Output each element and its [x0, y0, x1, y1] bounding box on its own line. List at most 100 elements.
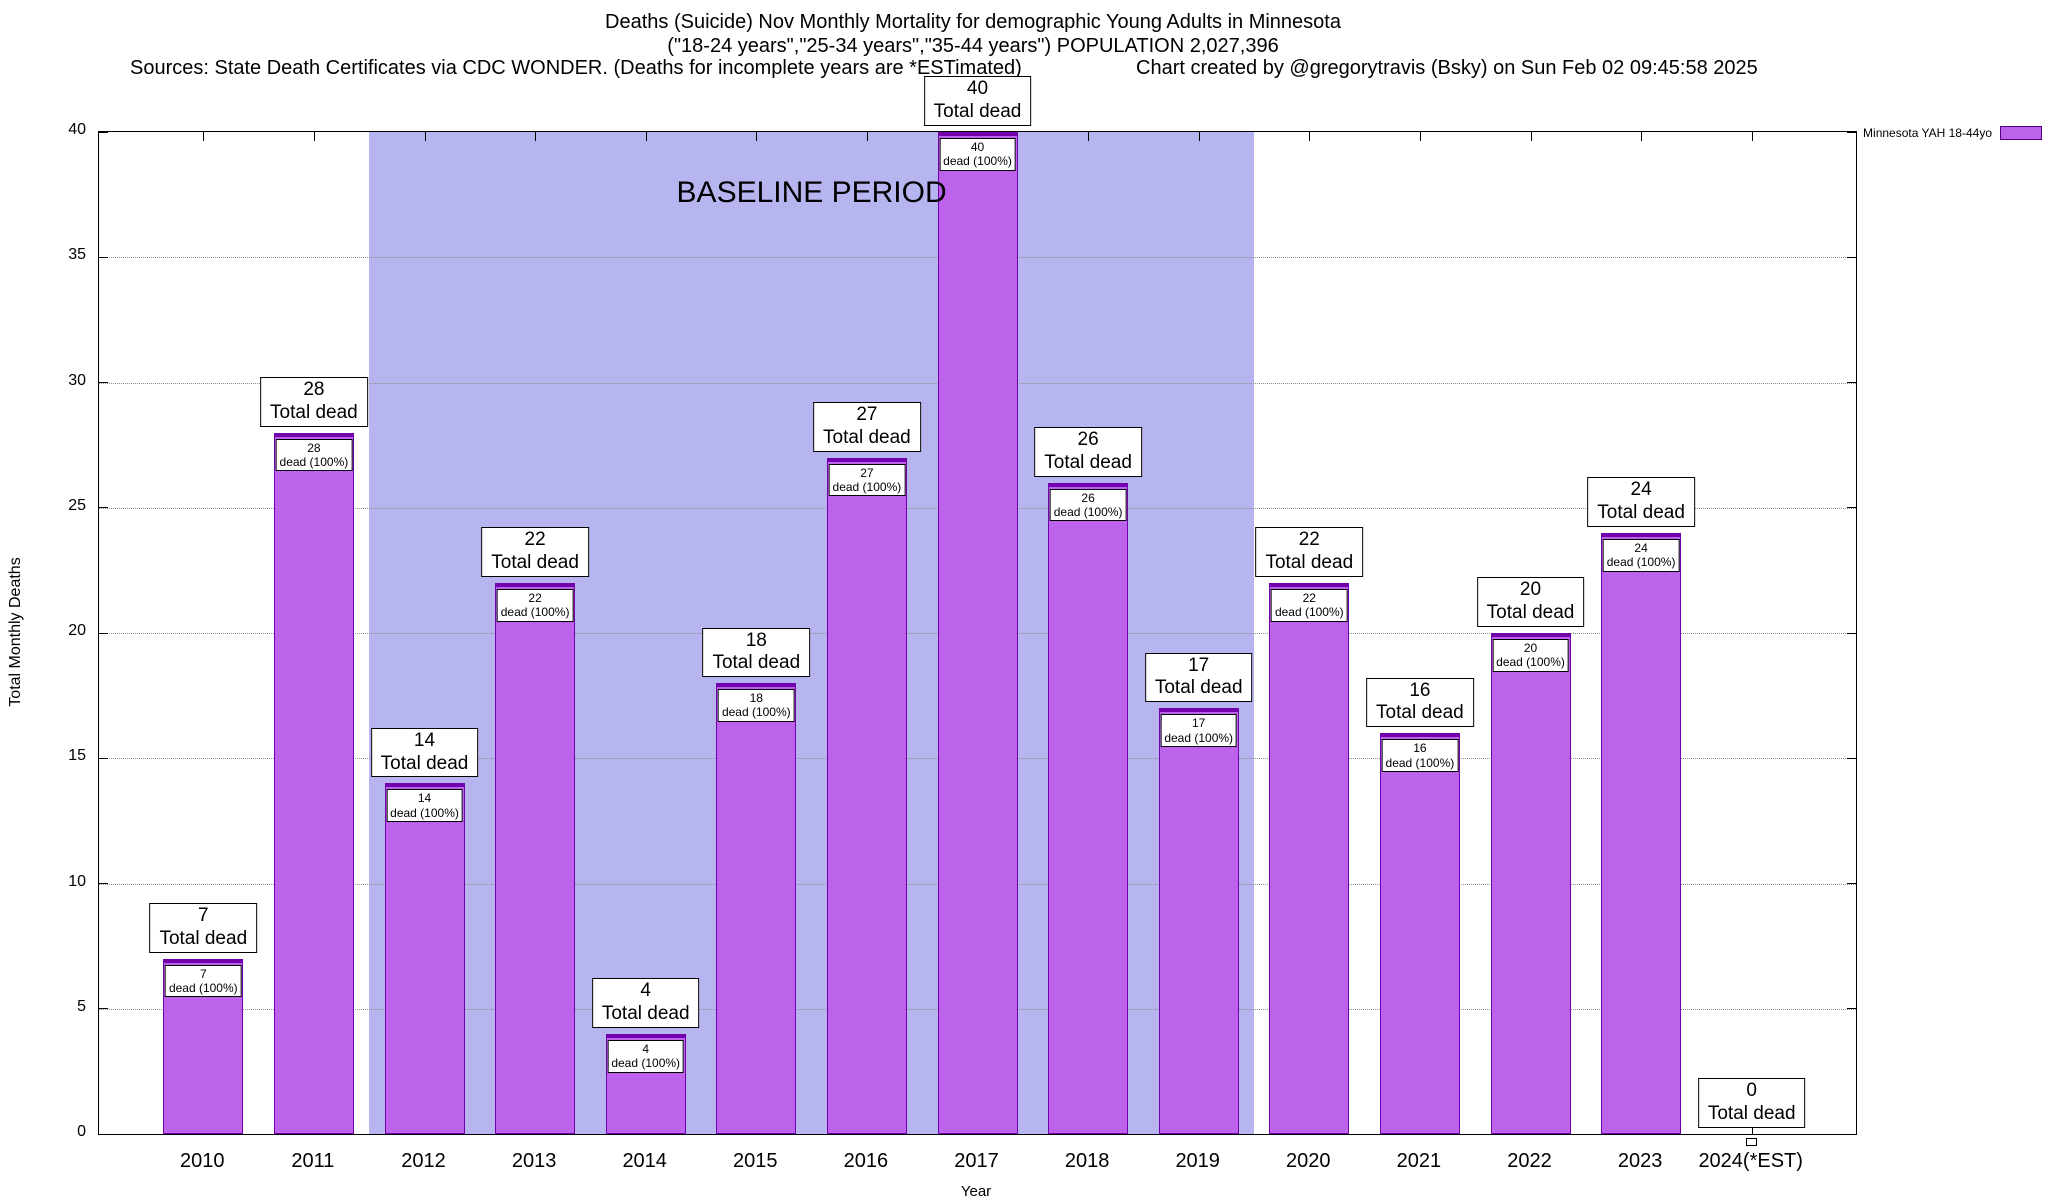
- x-tick-top: [645, 132, 647, 141]
- x-tick-label: 2016: [843, 1150, 889, 1172]
- y-axis-title: Total Monthly Deaths: [7, 557, 24, 707]
- bar-pct-label: 40 dead (100%): [939, 138, 1016, 171]
- bar-total-text: Total dead: [1376, 702, 1464, 724]
- y-tick-label: 10: [68, 872, 86, 890]
- bar-pct-text: dead (100%): [1385, 755, 1455, 770]
- bar-total-label: 0 Total dead: [1697, 1078, 1806, 1128]
- bar-total-label: 22 Total dead: [1255, 527, 1364, 577]
- y-tick-right: [1847, 507, 1856, 509]
- credit-note: Chart created by @gregorytravis (Bsky) o…: [1136, 57, 1758, 79]
- bar-pct-text: dead (100%): [390, 805, 459, 820]
- bar-total-text: Total dead: [712, 652, 801, 674]
- bar-pct-text: dead (100%): [1053, 505, 1123, 520]
- bar-pct-text: dead (100%): [611, 1056, 681, 1071]
- bar-pct-value: 27: [860, 465, 874, 480]
- x-tick-label: 2023: [1617, 1150, 1663, 1172]
- x-tick-label: 2012: [401, 1150, 446, 1172]
- x-tick-bottom: [1751, 1125, 1753, 1134]
- bar-total-value: 16: [1409, 679, 1431, 701]
- y-tick-left: [99, 1008, 108, 1010]
- bar-total-text: Total dead: [159, 927, 248, 949]
- bar-pct-label: 4 dead (100%): [607, 1039, 685, 1073]
- y-tick-right: [1847, 883, 1856, 884]
- bar-total-text: Total dead: [1707, 1103, 1796, 1125]
- bar-total-label: 18 Total dead: [702, 627, 811, 678]
- x-axis-title: Year: [960, 1183, 992, 1200]
- bar-total-label: 28 Total dead: [260, 377, 368, 427]
- legend-label: Minnesota YAH 18-44yo: [1863, 126, 1992, 140]
- bar-pct-label: 22 dead (100%): [496, 588, 574, 622]
- bar-pct-text: dead (100%): [1496, 655, 1565, 670]
- y-tick-right: [1847, 382, 1856, 383]
- bar-pct-label: 18 dead (100%): [717, 689, 795, 722]
- y-tick-left: [99, 883, 108, 884]
- x-tick-label: 2021: [1396, 1150, 1442, 1172]
- bar-total-text: Total dead: [1597, 502, 1685, 524]
- y-tick-left: [99, 632, 108, 634]
- y-tick-right: [1847, 1008, 1856, 1010]
- sources-note: Sources: State Death Certificates via CD…: [130, 57, 1022, 79]
- bar-total-label: 17 Total dead: [1144, 652, 1253, 703]
- bar: [1490, 633, 1571, 1134]
- bar-pct-text: dead (100%): [1164, 730, 1234, 745]
- bar-total-label: 40 Total dead: [923, 76, 1032, 126]
- bar-pct-label: 16 dead (100%): [1381, 739, 1459, 772]
- bar-pct-value: 40: [970, 140, 985, 154]
- bar-total-text: Total dead: [491, 552, 579, 574]
- y-tick-right: [1847, 1133, 1856, 1135]
- bar-pct-text: dead (100%): [832, 480, 902, 495]
- bar-total-text: Total dead: [601, 1003, 690, 1025]
- bar-total-value: 26: [1077, 429, 1099, 451]
- chart-header: Deaths (Suicide) Nov Monthly Mortality f…: [0, 10, 1946, 58]
- bar-total-text: Total dead: [270, 401, 358, 423]
- bar-total-text: Total dead: [823, 426, 911, 448]
- bar: [495, 582, 576, 1134]
- bar-total-value: 17: [1188, 654, 1210, 676]
- bar-total-value: 4: [640, 980, 651, 1002]
- x-tick-label: 2017: [954, 1150, 999, 1172]
- x-tick-top: [203, 132, 205, 141]
- x-tick-label: 2018: [1064, 1150, 1110, 1172]
- bar-total-label: 20 Total dead: [1476, 577, 1585, 627]
- bar-total-value: 28: [303, 379, 325, 401]
- bar-total-text: Total dead: [1265, 552, 1354, 574]
- bar-pct-value: 14: [417, 791, 432, 806]
- bar-pct-label: 7 dead (100%): [164, 964, 242, 998]
- bar-total-value: 22: [524, 529, 546, 551]
- bar-total-label: 26 Total dead: [1034, 427, 1142, 477]
- bar-total-value: 20: [1519, 579, 1542, 601]
- y-tick-right: [1847, 757, 1856, 759]
- x-tick-top: [1530, 132, 1532, 141]
- x-tick-top: [1751, 132, 1753, 141]
- bar-total-label: 24 Total dead: [1587, 477, 1695, 527]
- bar-total-label: 14 Total dead: [370, 727, 479, 778]
- x-tick-top: [1309, 132, 1311, 141]
- bar-pct-text: dead (100%): [500, 605, 570, 620]
- y-tick-label: 5: [77, 997, 86, 1015]
- bar-total-label: 16 Total dead: [1366, 677, 1474, 728]
- bar-total-value: 27: [856, 404, 878, 426]
- bar-pct-value: 4: [642, 1041, 650, 1056]
- y-tick-label: 0: [77, 1123, 86, 1140]
- x-tick-top: [535, 132, 537, 141]
- bar-total-value: 24: [1630, 479, 1652, 501]
- bar-total-value: 0: [1746, 1080, 1757, 1102]
- y-tick-label: 25: [68, 496, 86, 514]
- plot-area: BASELINE PERIOD 7 dead (100%) 7 Total dead 28…: [98, 76, 1857, 1146]
- x-tick-label: 2020: [1286, 1150, 1331, 1172]
- bar: [384, 783, 465, 1134]
- x-tick-top: [424, 132, 426, 141]
- y-tick-label: 15: [68, 747, 86, 765]
- x-tick-label: 2015: [733, 1150, 778, 1172]
- bar: [273, 432, 354, 1134]
- bar: [1601, 532, 1682, 1134]
- y-tick-right: [1847, 131, 1856, 133]
- bar-total-text: Total dead: [933, 101, 1022, 123]
- chart-title-line1: Deaths (Suicide) Nov Monthly Mortality f…: [605, 11, 1341, 33]
- chart-title-line2: ("18-24 years","25-34 years","35-44 year…: [667, 35, 1279, 57]
- y-tick-label: 30: [68, 371, 86, 389]
- bar-total-value: 22: [1298, 529, 1320, 551]
- bar-pct-text: dead (100%): [1274, 605, 1344, 620]
- bar-pct-value: 26: [1081, 490, 1095, 505]
- y-tick-left: [99, 131, 108, 133]
